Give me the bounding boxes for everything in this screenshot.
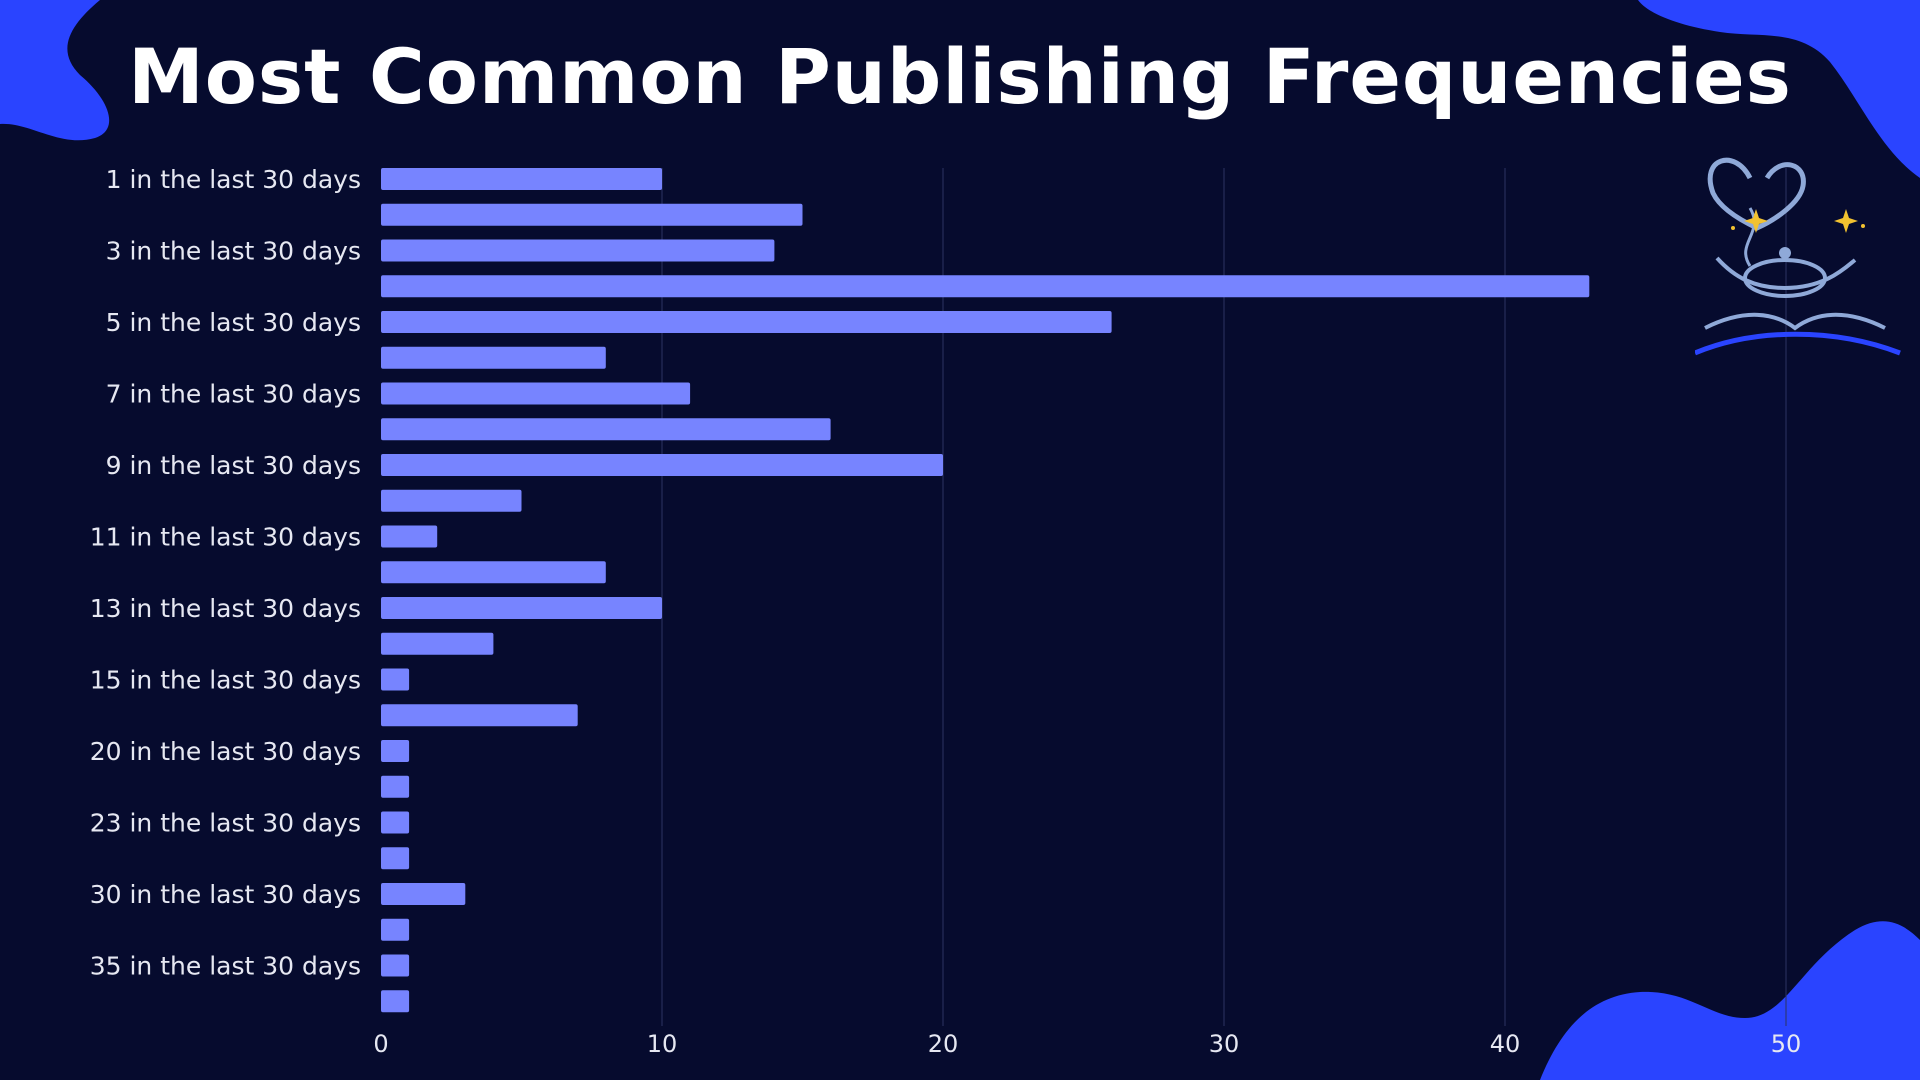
category-label: 9 in the last 30 days bbox=[106, 451, 361, 480]
x-tick-label: 10 bbox=[647, 1030, 678, 1058]
bar bbox=[381, 168, 662, 190]
bar bbox=[381, 525, 438, 548]
bar bbox=[381, 239, 775, 262]
bar bbox=[381, 954, 410, 977]
bar bbox=[381, 382, 691, 405]
steam-icon bbox=[1744, 207, 1756, 267]
bar bbox=[381, 311, 1112, 333]
category-label: 20 in the last 30 days bbox=[90, 737, 361, 766]
sparkle-icon bbox=[1834, 209, 1858, 233]
bar bbox=[381, 203, 803, 226]
bar bbox=[381, 847, 410, 870]
bar bbox=[381, 418, 831, 441]
book-icon bbox=[1704, 312, 1886, 331]
bar bbox=[381, 918, 410, 941]
bar bbox=[381, 454, 943, 476]
bar bbox=[381, 668, 410, 691]
category-label: 15 in the last 30 days bbox=[90, 666, 361, 695]
category-label: 13 in the last 30 days bbox=[90, 594, 361, 623]
bar bbox=[381, 811, 410, 834]
bar bbox=[381, 561, 606, 584]
category-label: 1 in the last 30 days bbox=[106, 165, 361, 194]
bar bbox=[381, 489, 522, 512]
category-label: 35 in the last 30 days bbox=[90, 952, 361, 981]
bottom-right-blob bbox=[1540, 921, 1920, 1080]
teapot-icon bbox=[1743, 258, 1827, 298]
bar bbox=[381, 597, 662, 619]
bar bbox=[381, 990, 410, 1013]
bar bbox=[381, 632, 494, 655]
category-label: 3 in the last 30 days bbox=[106, 237, 361, 266]
bar bbox=[381, 775, 410, 798]
bar bbox=[381, 275, 1590, 298]
category-label: 11 in the last 30 days bbox=[90, 523, 361, 552]
category-label: 5 in the last 30 days bbox=[106, 308, 361, 337]
x-tick-label: 30 bbox=[1209, 1030, 1240, 1058]
x-tick-label: 0 bbox=[373, 1030, 388, 1058]
bar bbox=[381, 740, 410, 762]
x-tick-label: 40 bbox=[1490, 1030, 1521, 1058]
category-label: 7 in the last 30 days bbox=[106, 380, 361, 409]
category-label: 23 in the last 30 days bbox=[90, 809, 361, 838]
bar bbox=[381, 346, 606, 369]
teapot-book-heart-logo bbox=[1695, 157, 1901, 356]
category-label: 30 in the last 30 days bbox=[90, 880, 361, 909]
x-tick-label: 50 bbox=[1771, 1030, 1802, 1058]
chart-title: Most Common Publishing Frequencies bbox=[128, 32, 1792, 121]
x-tick-label: 20 bbox=[928, 1030, 959, 1058]
sparkle-icon bbox=[1744, 209, 1768, 233]
bar bbox=[381, 704, 578, 727]
top-right-blob bbox=[1638, 0, 1920, 178]
bar bbox=[381, 883, 466, 905]
top-left-blob bbox=[0, 0, 110, 141]
